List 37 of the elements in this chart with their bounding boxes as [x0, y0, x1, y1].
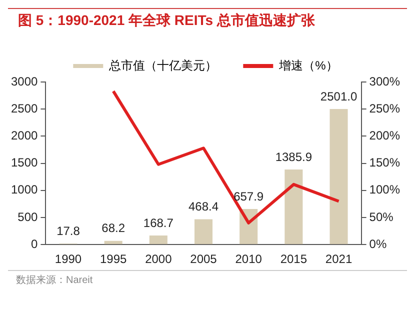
bar — [194, 219, 213, 244]
chart-title: 图 5：1990-2021 年全球 REITs 总市值迅速扩张 — [8, 8, 407, 30]
legend-label: 增速（%） — [278, 58, 338, 72]
bar — [284, 169, 303, 244]
x-tick-label: 2000 — [145, 252, 172, 266]
data-label: 17.8 — [56, 224, 80, 238]
data-label: 1385.9 — [275, 150, 312, 164]
y-tick-label: 2500 — [10, 101, 38, 116]
x-tick-label: 2005 — [190, 252, 218, 266]
x-tick-label: 2021 — [325, 252, 352, 266]
y2-tick-label: 100% — [369, 182, 400, 197]
y2-tick-label: 0% — [369, 236, 387, 251]
data-label: 468.4 — [188, 200, 219, 214]
x-tick-label: 2010 — [235, 252, 262, 266]
y-tick-label: 3000 — [10, 74, 38, 88]
y-tick-label: 2000 — [10, 128, 38, 143]
y-tick-label: 1500 — [10, 156, 38, 170]
source-note: 数据来源：Nareit — [8, 270, 407, 287]
bar — [149, 235, 168, 244]
x-tick-label: 1990 — [54, 252, 82, 266]
bar — [330, 109, 348, 244]
y-tick-label: 500 — [18, 210, 38, 224]
y2-tick-label: 300% — [369, 74, 400, 88]
y2-tick-label: 150% — [369, 156, 400, 170]
y2-tick-label: 50% — [369, 210, 394, 224]
data-label: 68.2 — [102, 221, 126, 236]
y2-tick-label: 200% — [369, 128, 400, 143]
bar — [104, 240, 122, 244]
y-tick-label: 1000 — [10, 182, 38, 197]
y2-tick-label: 250% — [369, 101, 400, 116]
data-label: 2501.0 — [320, 89, 358, 104]
data-label: 168.7 — [143, 216, 174, 230]
x-tick-label: 2015 — [280, 252, 308, 266]
legend-label: 总市值（十亿美元） — [108, 58, 218, 72]
y-tick-label: 0 — [31, 236, 38, 251]
data-label: 657.9 — [234, 189, 264, 204]
x-tick-label: 1995 — [100, 252, 127, 266]
